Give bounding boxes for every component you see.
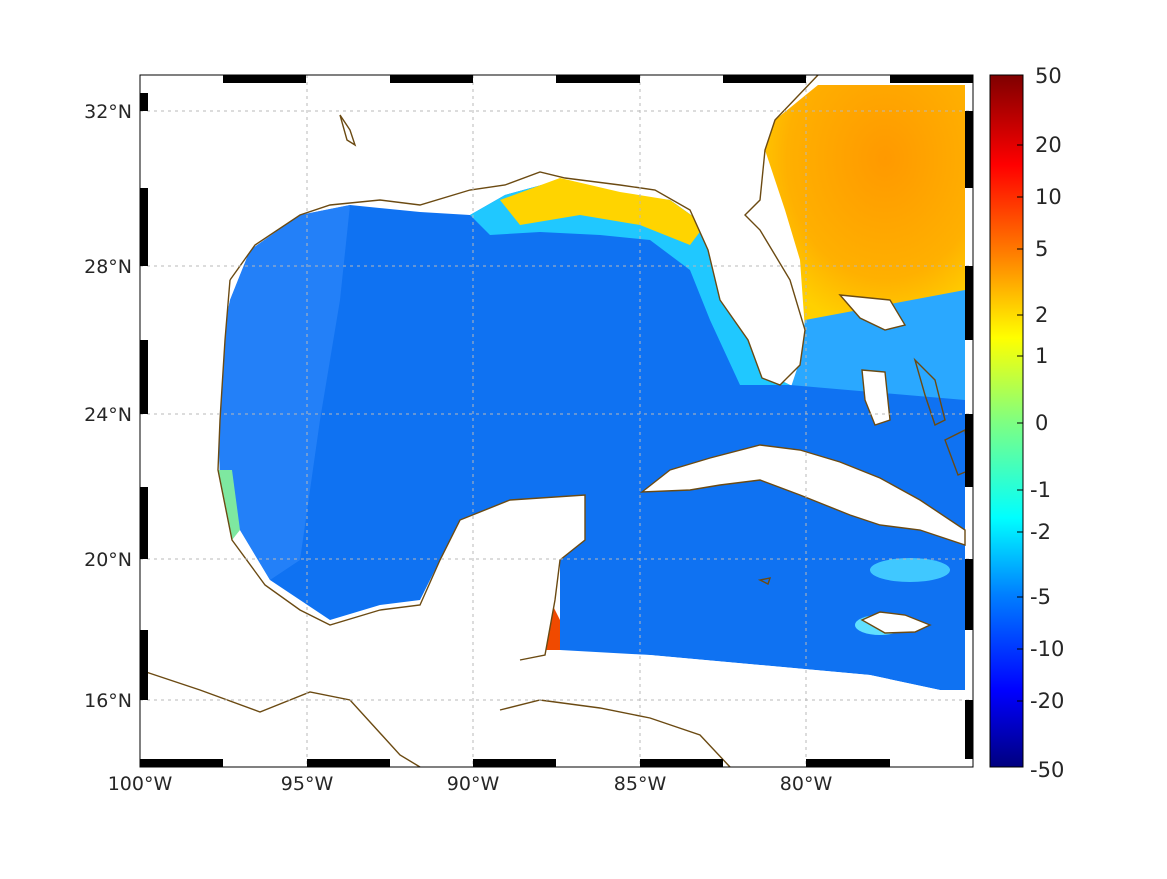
- colorbar-label: 20: [1035, 133, 1062, 157]
- bahamas-andros: [862, 370, 890, 425]
- frame-right-black-3: [965, 414, 973, 487]
- colorbar-label: 10: [1035, 185, 1062, 209]
- jamaica-coastline: [860, 611, 932, 634]
- us-mainland: [140, 75, 818, 470]
- frame-top-black-1: [223, 75, 306, 83]
- lon-tick-label: 95°W: [281, 773, 334, 795]
- map-panel: 100°W 95°W 90°W 85°W 80°W 32°N 28°N 24°N…: [84, 74, 974, 795]
- lon-tick-label: 80°W: [780, 773, 833, 795]
- lon-tick-label: 90°W: [447, 773, 500, 795]
- colorbar-label: 50: [1035, 64, 1062, 88]
- colorbar-ticks: [1017, 144, 1023, 702]
- frame-bottom-black-1: [140, 759, 223, 767]
- jamaica-field: [870, 558, 950, 582]
- colorbar-label: -10: [1030, 637, 1064, 661]
- colorbar-label: -2: [1030, 520, 1051, 544]
- frame-top-black-4: [723, 75, 806, 83]
- mexico-coastline: [217, 279, 586, 661]
- frame-bottom-black-2: [307, 759, 390, 767]
- frame-right-black-1: [965, 111, 973, 188]
- data-field: [216, 85, 965, 690]
- lon-tick-labels: 100°W 95°W 90°W 85°W 80°W: [108, 773, 833, 795]
- gulf-field: [218, 180, 965, 690]
- frame-top-black-2: [390, 75, 473, 83]
- no-data-south: [545, 652, 965, 767]
- lat-tick-label: 16°N: [84, 690, 132, 712]
- frame-left-black-5: [140, 630, 148, 700]
- northern-coastal-band: [470, 180, 790, 385]
- florida: [735, 230, 805, 385]
- lon-tick-label: 85°W: [614, 773, 667, 795]
- frame-bottom-black-5: [806, 759, 890, 767]
- lon-tick-label: 100°W: [108, 773, 173, 795]
- frame-bottom-black-3: [473, 759, 556, 767]
- mexico-mainland: [140, 470, 740, 767]
- frame-right-black-5: [965, 700, 973, 759]
- colorbar: 50 20 10 5 2 1 0 -1 -2 -5 -10 -20 -50: [989, 64, 1064, 782]
- frame-left-black-3: [140, 340, 148, 414]
- lat-tick-label: 28°N: [84, 256, 132, 278]
- eleuthera-coastline: [913, 357, 946, 426]
- lat-tick-label: 20°N: [84, 549, 132, 571]
- frame-left-black-4: [140, 487, 148, 559]
- frame-left-black-2: [140, 188, 148, 266]
- small-island-2: [339, 114, 357, 147]
- cuba-coastline: [639, 444, 966, 546]
- graticule: [140, 75, 973, 767]
- us-gulf-coastline: [229, 74, 819, 386]
- frame-top-black-3: [556, 75, 640, 83]
- colorbar-label: -50: [1030, 758, 1064, 782]
- frame-top-black-5: [890, 75, 973, 83]
- frame-left-black-1: [140, 93, 148, 111]
- small-island-1: [757, 577, 772, 585]
- western-gulf-field: [218, 205, 350, 580]
- andros-coastline: [861, 369, 891, 426]
- frame-right-black-4: [965, 559, 973, 630]
- colorbar-label: 2: [1035, 303, 1048, 327]
- jamaica: [862, 612, 930, 633]
- central-america-coastline: [139, 669, 421, 768]
- frame-bottom-black-4: [640, 759, 723, 767]
- cuba: [642, 445, 965, 545]
- colorbar-label: -5: [1030, 585, 1051, 609]
- lat-tick-label: 24°N: [84, 404, 132, 426]
- colorbar-label: 1: [1035, 344, 1048, 368]
- frame-right-black-2: [965, 266, 973, 340]
- colorbar-label: 0: [1035, 411, 1048, 435]
- colorbar-label: -20: [1030, 689, 1064, 713]
- atlantic-field: [765, 85, 965, 330]
- lat-tick-labels: 32°N 28°N 24°N 20°N 16°N: [84, 101, 132, 712]
- lat-tick-label: 32°N: [84, 101, 132, 123]
- colorbar-label: -1: [1030, 478, 1051, 502]
- bahamas-abaco: [840, 295, 905, 330]
- coastlines: [139, 74, 971, 768]
- map-frame: [139, 74, 974, 768]
- northern-warm-band: [500, 178, 705, 245]
- colorbar-label: 5: [1035, 237, 1048, 261]
- colorbar-labels: 50 20 10 5 2 1 0 -1 -2 -5 -10 -20 -50: [1030, 64, 1064, 782]
- colorbar-gradient: [989, 74, 1024, 768]
- abaco-coastline: [838, 294, 907, 331]
- honduras-coastline: [499, 699, 731, 768]
- land: [140, 75, 965, 767]
